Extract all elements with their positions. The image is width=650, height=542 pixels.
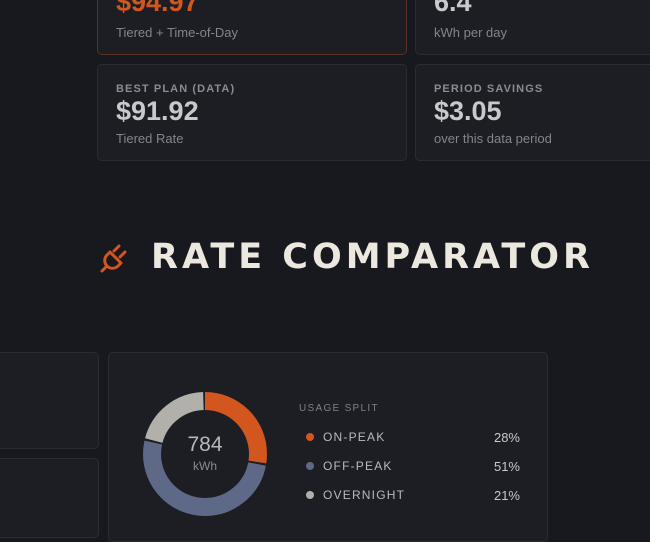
period-savings-card: PERIOD SAVINGS $3.05 over this data peri… (415, 64, 650, 161)
best-plan-card: BEST PLAN (DATA) $91.92 Tiered Rate (97, 64, 407, 161)
usage-split-label: USAGE SPLIT (299, 403, 379, 414)
period-savings-label: PERIOD SAVINGS (434, 83, 544, 95)
legend-off-peak: OFF-PEAK 51% (306, 457, 520, 475)
legend-label: OFF-PEAK (323, 459, 393, 473)
usage-total: 784 (187, 433, 223, 456)
current-plan-card: $94.97 Tiered + Time-of-Day (97, 0, 407, 55)
usage-split-card: 784 kWh USAGE SPLIT (108, 352, 548, 542)
daily-usage-value: 6.4 (434, 0, 472, 17)
legend-label: OVERNIGHT (323, 488, 406, 502)
best-plan-name: Tiered Rate (116, 131, 184, 146)
daily-usage-card: 6.4 kWh per day (415, 0, 650, 55)
usage-donut-chart (143, 392, 267, 516)
period-savings-value: $3.05 (434, 96, 502, 126)
overnight-dot (306, 491, 314, 499)
donut-segment-on-peak (143, 392, 267, 516)
legend-percent: 28% (493, 429, 520, 445)
legend-on-peak: ON-PEAK 28% (306, 428, 520, 446)
legend-label: ON-PEAK (323, 430, 386, 444)
usage-unit: kWh (193, 459, 217, 473)
on-peak-dot (306, 433, 314, 441)
page-title: RATE COMPARATOR (151, 237, 594, 277)
daily-usage-unit: kWh per day (434, 25, 507, 40)
period-savings-sub: over this data period (434, 131, 552, 146)
side-card-top (0, 352, 99, 449)
best-plan-label: BEST PLAN (DATA) (116, 83, 236, 95)
donut-segment-off-peak (143, 392, 267, 516)
legend-overnight: OVERNIGHT 21% (306, 486, 520, 504)
best-plan-cost: $91.92 (116, 96, 199, 126)
current-plan-name: Tiered + Time-of-Day (116, 25, 238, 40)
current-plan-cost: $94.97 (116, 0, 199, 17)
legend-percent: 21% (493, 487, 520, 503)
plug-icon (97, 240, 131, 274)
page-heading: RATE COMPARATOR (97, 236, 594, 278)
side-card-bottom (0, 458, 99, 538)
legend-percent: 51% (493, 458, 520, 474)
off-peak-dot (306, 462, 314, 470)
